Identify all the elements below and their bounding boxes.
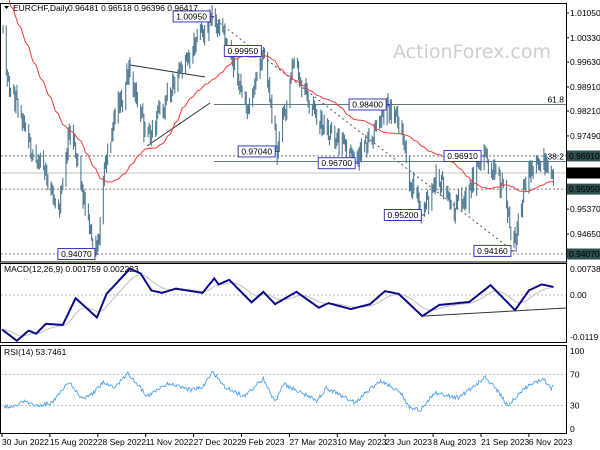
level-label: 0.95200 (387, 210, 418, 220)
price-pane-frame (0, 3, 567, 263)
price-axis-highlight (567, 167, 600, 179)
macd-main-line (1, 267, 554, 343)
level-label-box (237, 145, 276, 158)
time-tick-label: 6 Nov 2023 (529, 437, 573, 447)
price-pane[interactable]: 61.8 38.2 1.00950 0.99950 0.97040 0.96700 0.98… (0, 0, 567, 263)
level-label: 0.96700 (321, 158, 352, 168)
macd-tick-label: 0.00 (570, 290, 587, 300)
price-tick-label: 1.00330 (570, 33, 600, 43)
level-label: 0.99950 (227, 46, 258, 56)
rsi-tick-label: 0 (570, 424, 575, 434)
macd-tick-label: -0.0119 (570, 332, 598, 342)
symbol-label: EURCHF,Daily (13, 3, 69, 13)
price-tick-label: 0.98910 (570, 82, 600, 92)
triangle-lower-line (146, 102, 211, 147)
price-tick-label: 1.01050 (570, 8, 600, 18)
level-label: 0.97040 (241, 146, 272, 156)
time-tick-label: 30 Jun 2022 (2, 437, 49, 447)
chart-header: EURCHF,Daily 0.96481 0.96518 0.96396 0.9… (4, 3, 198, 13)
rsi-label: RSI(14) 53.7461 (4, 347, 67, 357)
macd-trendline (422, 307, 567, 317)
time-tick-label: 9 Feb 2023 (242, 437, 285, 447)
level-label: 0.96910 (447, 151, 478, 161)
macd-label: MACD(12,26,9) 0.001759 0.002223 (4, 264, 139, 274)
level-label-box (348, 98, 387, 111)
rsi-tick-label: 100 (570, 346, 584, 356)
level-label: 0.98400 (352, 100, 383, 110)
level-label-box (443, 149, 482, 162)
ohlc-readout: 0.96481 0.96518 0.96396 0.96417 (68, 3, 198, 13)
time-tick-label: 21 Sep 2023 (481, 437, 529, 447)
time-tick-label: 23 Jun 2023 (385, 437, 432, 447)
level-label-box (383, 209, 422, 222)
price-axis-highlight (567, 183, 600, 195)
rsi-tick-label: 30 (570, 401, 580, 411)
dotted-trend-line (211, 16, 514, 252)
macd-tick-label: 0.007384 (570, 264, 600, 274)
price-tick-label: 0.94650 (570, 229, 600, 239)
dropdown-triangle-icon[interactable] (4, 6, 9, 9)
time-tick-label: 27 Dec 2022 (194, 437, 242, 447)
macd-pane[interactable] (0, 263, 567, 343)
level-label: 0.94160 (477, 246, 508, 256)
time-tick-label: 28 Sep 2022 (98, 437, 146, 447)
price-bars (2, 4, 555, 257)
macd-signal-line (1, 274, 554, 337)
level-label-box (172, 10, 211, 23)
price-tick-label: 0.95370 (570, 204, 600, 214)
price-axis-highlight-label: 0.96417 (569, 168, 600, 178)
rsi-pane-frame (0, 345, 567, 434)
time-tick-label: 15 Aug 2022 (50, 437, 98, 447)
level-label: 0.94070 (61, 249, 92, 259)
price-tick-label: 0.99630 (570, 57, 600, 67)
time-tick-label: 27 Mar 2023 (289, 437, 337, 447)
rsi-pane[interactable] (0, 345, 567, 434)
triangle-upper-line (129, 64, 206, 78)
level-label-box (223, 44, 262, 57)
price-axis-highlight-label: 0.96910 (569, 151, 600, 161)
time-tick-label: 10 May 2023 (337, 437, 386, 447)
rsi-tick-label: 70 (570, 369, 580, 379)
rsi-line (3, 370, 554, 413)
fib-level-label: 38.2 (547, 151, 564, 161)
time-tick-label: 11 Nov 2022 (146, 437, 194, 447)
level-label-box (473, 244, 512, 257)
axes: 1.01050 1.00330 0.99630 0.98910 0.98210 0.974… (1, 8, 600, 447)
price-axis-highlight (567, 150, 600, 162)
level-label-box (317, 157, 356, 170)
level-label-box (57, 248, 96, 261)
watermark: ActionForex.com (393, 41, 551, 63)
price-tick-label: 0.98210 (570, 106, 600, 116)
price-axis-highlight-label: 0.95950 (569, 184, 600, 194)
price-axis-highlight (567, 248, 600, 260)
time-tick-label: 8 Aug 2023 (433, 437, 476, 447)
price-tick-label: 0.97490 (570, 131, 600, 141)
price-axis-highlight-label: 0.94070 (569, 249, 600, 259)
fib-level-label: 61.8 (547, 95, 564, 105)
level-label: 1.00950 (176, 11, 207, 21)
moving-average-line (8, 0, 554, 193)
macd-pane-frame (0, 263, 567, 343)
